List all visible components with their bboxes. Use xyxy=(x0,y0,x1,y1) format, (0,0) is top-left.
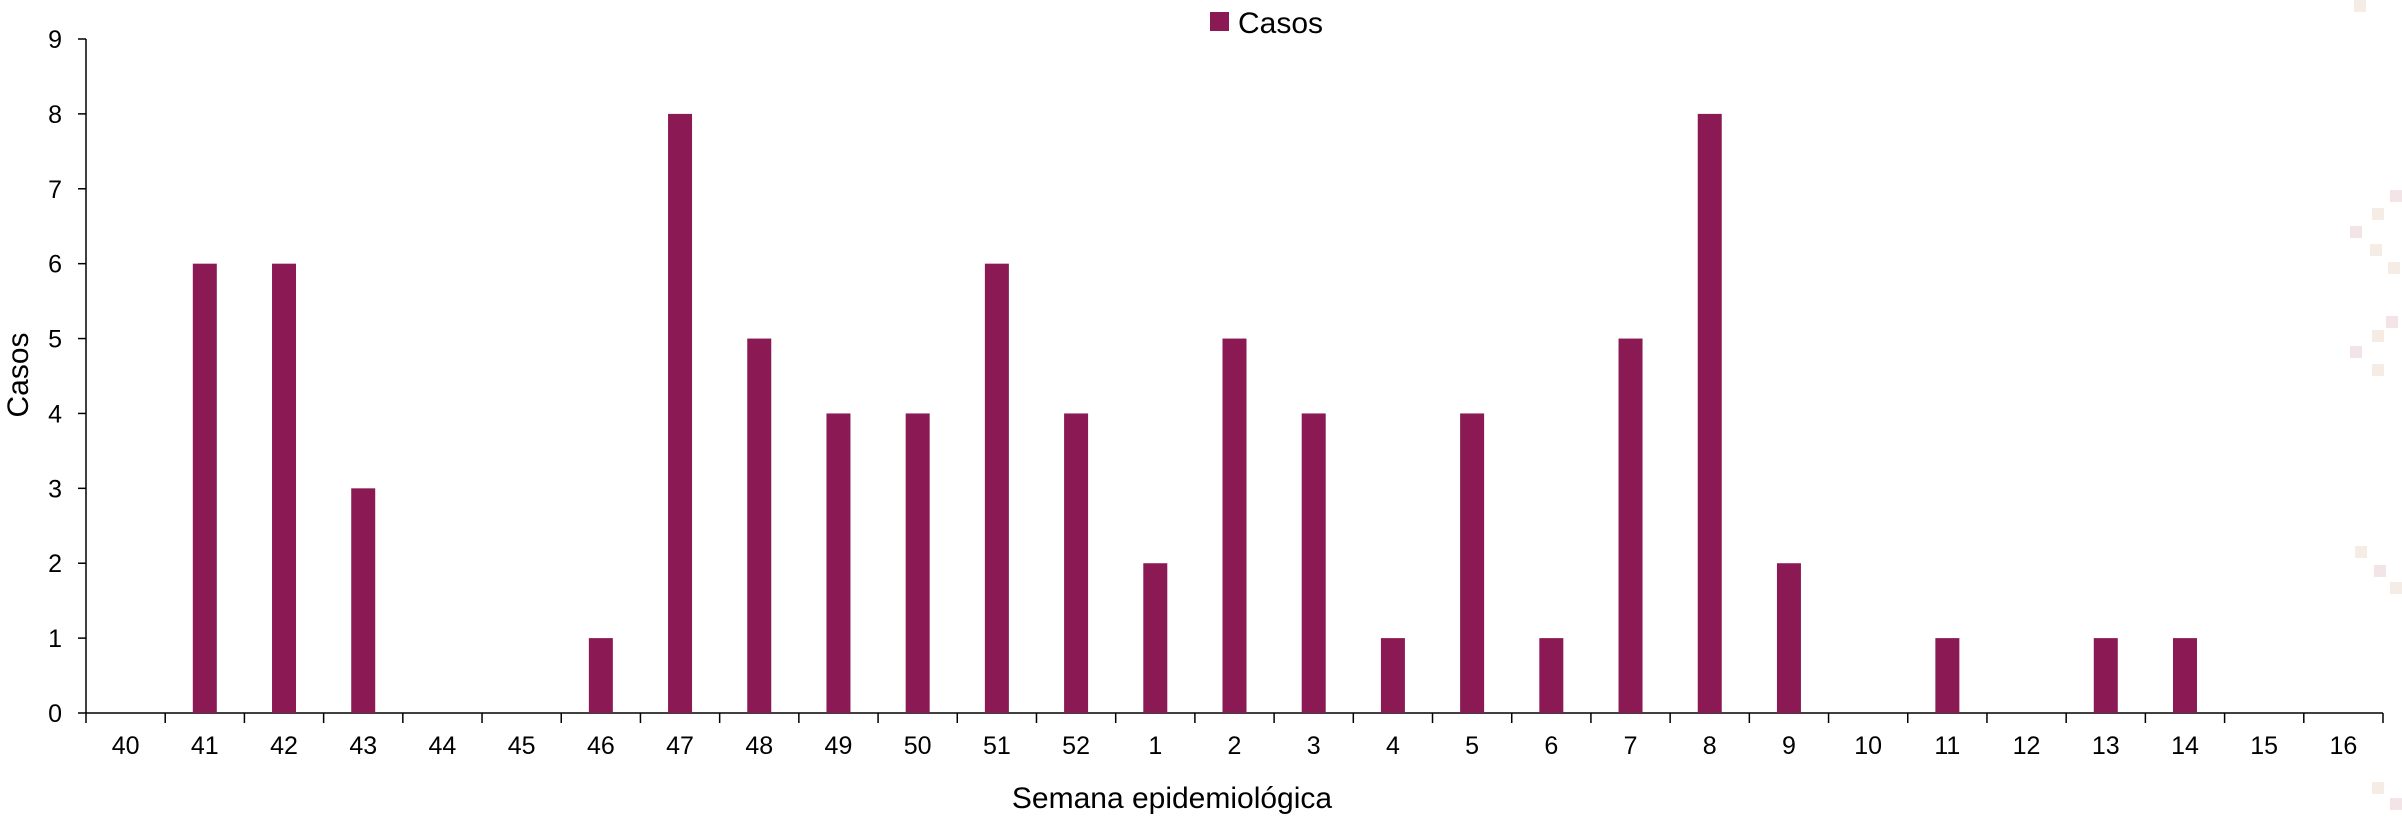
x-tick-label: 6 xyxy=(1544,732,1558,760)
x-tick-label: 47 xyxy=(666,732,694,760)
x-tick-label: 43 xyxy=(349,732,377,760)
x-axis-title: Semana epidemiológica xyxy=(1012,782,1333,815)
decorative-square xyxy=(2386,316,2398,328)
x-tick-label: 45 xyxy=(508,732,536,760)
x-tick-label: 8 xyxy=(1703,732,1717,760)
bar xyxy=(1222,338,1247,713)
bars xyxy=(192,113,2197,713)
x-tick-label: 10 xyxy=(1854,732,1882,760)
decorative-square xyxy=(2372,364,2384,376)
bar xyxy=(1460,413,1485,713)
decorative-square xyxy=(2355,546,2367,558)
x-tick-label: 2 xyxy=(1228,732,1242,760)
x-axis: 40 41 42 43 44 45 46 47 48 49 50 51 52 1 2 3 4 5 6 7 8 9 10 11 1… xyxy=(85,712,2384,760)
decorative-square xyxy=(2372,782,2384,794)
decorative-square xyxy=(2354,0,2366,12)
bar xyxy=(2093,638,2118,713)
x-tick-label: 15 xyxy=(2250,732,2278,760)
y-tick-label: 6 xyxy=(48,251,62,279)
background-decoration xyxy=(2350,0,2402,810)
decorative-square xyxy=(2374,565,2386,577)
x-tick-label: 51 xyxy=(983,732,1011,760)
x-tick-label: 42 xyxy=(270,732,298,760)
x-tick-label: 48 xyxy=(745,732,773,760)
bar xyxy=(747,338,772,713)
bar xyxy=(2172,638,2197,713)
bar xyxy=(272,263,297,713)
bar xyxy=(1776,563,1801,713)
x-tick-label: 4 xyxy=(1386,732,1400,760)
x-tick-label: 11 xyxy=(1934,732,1960,760)
decorative-square xyxy=(2372,330,2384,342)
y-tick-label: 0 xyxy=(48,700,62,728)
x-tick-label: 44 xyxy=(429,732,457,760)
bar xyxy=(1697,113,1722,713)
legend: Casos xyxy=(1210,7,1323,40)
y-tick-label: 9 xyxy=(48,26,62,54)
x-tick-label: 5 xyxy=(1465,732,1479,760)
y-tick-label: 1 xyxy=(48,625,62,653)
bar xyxy=(351,488,376,713)
y-tick-label: 5 xyxy=(48,326,62,354)
decorative-square xyxy=(2390,582,2402,594)
decorative-square xyxy=(2390,798,2402,810)
bar xyxy=(1618,338,1643,713)
bar xyxy=(192,263,217,713)
bar xyxy=(668,113,693,713)
y-axis: 0 1 2 3 4 5 6 7 8 9 xyxy=(48,26,87,728)
bar xyxy=(1143,563,1168,713)
bar xyxy=(1301,413,1326,713)
y-tick-label: 4 xyxy=(48,400,62,428)
bar xyxy=(826,413,851,713)
x-tick-label: 40 xyxy=(112,732,140,760)
x-tick-label: 9 xyxy=(1782,732,1796,760)
decorative-square xyxy=(2388,262,2400,274)
bar xyxy=(1935,638,1960,713)
x-tick-label: 3 xyxy=(1307,732,1321,760)
y-tick-label: 8 xyxy=(48,101,62,129)
decorative-square xyxy=(2350,226,2362,238)
bar xyxy=(984,263,1009,713)
decorative-square xyxy=(2372,208,2384,220)
x-tick-label: 46 xyxy=(587,732,615,760)
x-tick-label: 12 xyxy=(2013,732,2041,760)
x-tick-label: 7 xyxy=(1624,732,1638,760)
bar xyxy=(588,638,613,713)
legend-label: Casos xyxy=(1238,7,1323,40)
y-tick-label: 7 xyxy=(48,176,62,204)
x-tick-label: 49 xyxy=(825,732,853,760)
bar xyxy=(1539,638,1564,713)
x-tick-label: 52 xyxy=(1062,732,1090,760)
decorative-square xyxy=(2390,190,2402,202)
y-tick-label: 3 xyxy=(48,475,62,503)
legend-swatch xyxy=(1210,12,1229,31)
x-tick-label: 14 xyxy=(2171,732,2199,760)
x-tick-label: 50 xyxy=(904,732,932,760)
bar xyxy=(1380,638,1405,713)
x-tick-label: 41 xyxy=(191,732,219,760)
x-tick-label: 16 xyxy=(2329,732,2357,760)
y-tick-label: 2 xyxy=(48,550,62,578)
bar xyxy=(905,413,930,713)
y-axis-title: Casos xyxy=(2,332,35,417)
decorative-square xyxy=(2370,244,2382,256)
bar xyxy=(1064,413,1089,713)
x-tick-label: 13 xyxy=(2092,732,2120,760)
x-tick-label: 1 xyxy=(1148,732,1162,760)
decorative-square xyxy=(2350,346,2362,358)
